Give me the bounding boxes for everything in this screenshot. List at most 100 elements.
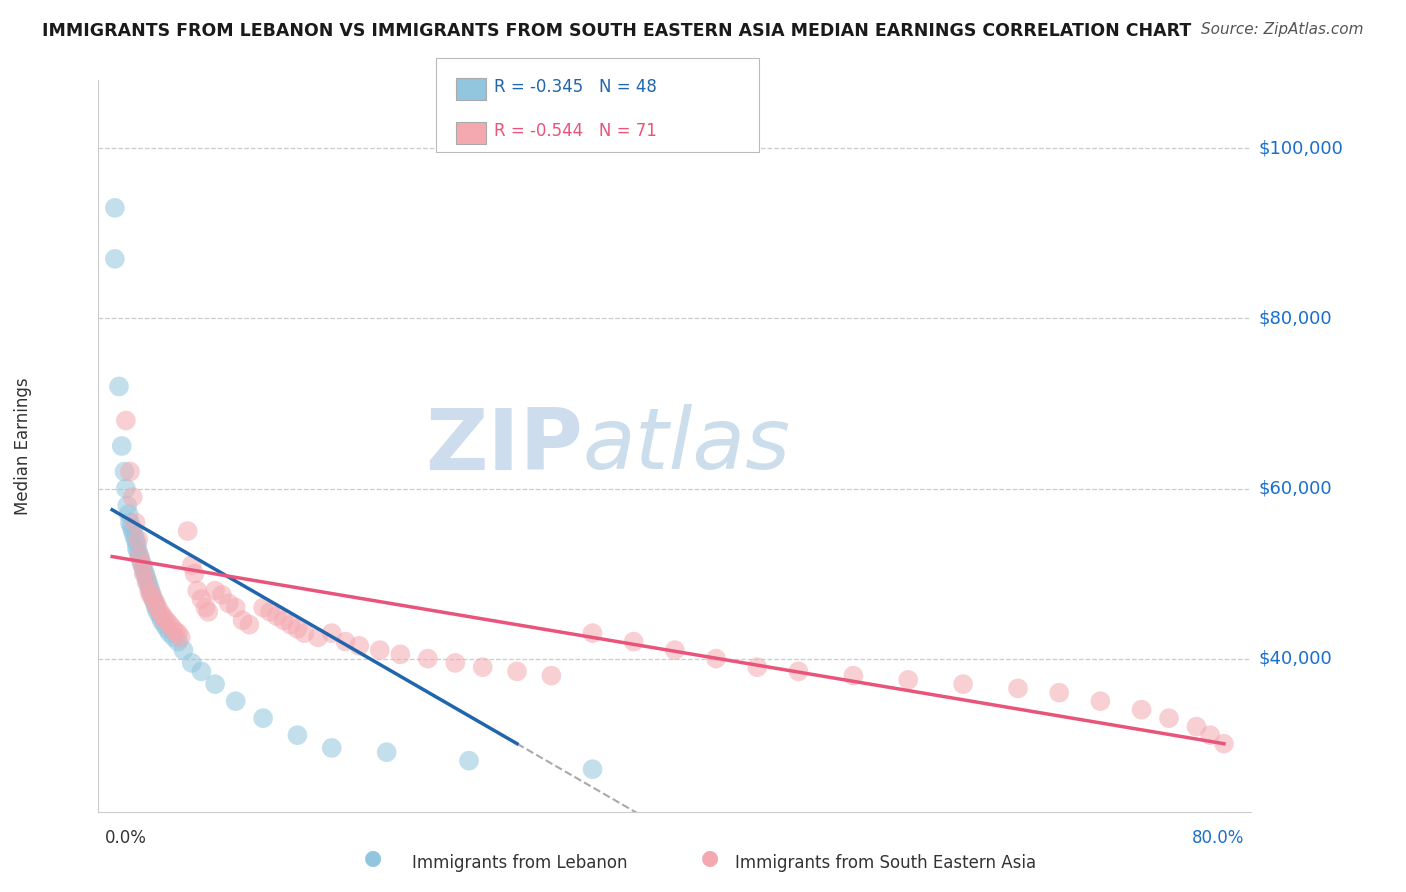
Text: ZIP: ZIP — [425, 404, 582, 488]
Point — [1157, 711, 1180, 725]
Point — [664, 643, 686, 657]
Point — [218, 596, 240, 610]
Point — [842, 668, 865, 682]
Point — [122, 528, 145, 542]
Point — [135, 575, 157, 590]
Point — [121, 524, 143, 538]
Text: R = -0.345   N = 48: R = -0.345 N = 48 — [494, 78, 657, 96]
Point — [141, 588, 163, 602]
Point — [952, 677, 974, 691]
Point — [128, 549, 150, 564]
Point — [273, 613, 295, 627]
Point — [1199, 728, 1222, 742]
Point — [120, 520, 142, 534]
Point — [787, 665, 810, 679]
Point — [1007, 681, 1029, 696]
Point — [180, 558, 202, 572]
Point — [139, 583, 162, 598]
Point — [211, 588, 233, 602]
Point — [581, 762, 603, 776]
Point — [159, 617, 181, 632]
Point — [321, 740, 343, 755]
Point — [259, 605, 281, 619]
Point — [156, 622, 179, 636]
Point — [197, 605, 219, 619]
Text: $80,000: $80,000 — [1258, 310, 1331, 327]
Point — [167, 626, 190, 640]
Point — [1212, 737, 1234, 751]
Point — [162, 621, 184, 635]
Point — [471, 660, 494, 674]
Point — [287, 728, 309, 742]
Point — [225, 694, 247, 708]
Text: R = -0.544   N = 71: R = -0.544 N = 71 — [494, 122, 657, 140]
Text: $60,000: $60,000 — [1258, 480, 1331, 498]
Point — [145, 596, 167, 610]
Point — [416, 651, 439, 665]
Point — [114, 465, 136, 479]
Point — [125, 541, 148, 555]
Point — [150, 613, 173, 627]
Point — [292, 626, 315, 640]
Point — [252, 600, 274, 615]
Point — [1185, 720, 1208, 734]
Point — [131, 558, 153, 572]
Point — [1090, 694, 1112, 708]
Point — [180, 656, 202, 670]
Point — [115, 482, 138, 496]
Point — [118, 516, 141, 530]
Point — [581, 626, 603, 640]
Point — [149, 605, 172, 619]
Point — [623, 634, 645, 648]
Text: $40,000: $40,000 — [1258, 649, 1331, 667]
Text: IMMIGRANTS FROM LEBANON VS IMMIGRANTS FROM SOUTH EASTERN ASIA MEDIAN EARNINGS CO: IMMIGRANTS FROM LEBANON VS IMMIGRANTS FR… — [42, 22, 1191, 40]
Point — [117, 499, 139, 513]
Text: 0.0%: 0.0% — [105, 829, 148, 847]
Point — [127, 533, 149, 547]
Point — [104, 201, 127, 215]
Point — [231, 613, 254, 627]
Point — [458, 754, 481, 768]
Point — [167, 634, 190, 648]
Point — [1047, 686, 1070, 700]
Point — [145, 600, 167, 615]
Text: ●: ● — [364, 848, 381, 868]
Point — [142, 592, 165, 607]
Point — [146, 600, 169, 615]
Point — [149, 609, 172, 624]
Point — [134, 566, 156, 581]
Point — [152, 609, 174, 624]
Point — [186, 583, 208, 598]
Point — [135, 571, 157, 585]
Point — [307, 631, 329, 645]
Point — [142, 592, 165, 607]
Point — [129, 554, 152, 568]
Point — [108, 379, 131, 393]
Point — [335, 634, 357, 648]
Point — [138, 579, 160, 593]
Point — [183, 566, 205, 581]
Point — [131, 558, 153, 572]
Point — [225, 600, 247, 615]
Point — [190, 592, 212, 607]
Point — [117, 507, 139, 521]
Point — [506, 665, 529, 679]
Point — [321, 626, 343, 640]
Point — [368, 643, 391, 657]
Point — [146, 605, 169, 619]
Point — [170, 631, 193, 645]
Point — [136, 575, 159, 590]
Point — [176, 524, 198, 538]
Point — [125, 537, 148, 551]
Point — [159, 626, 181, 640]
Text: Source: ZipAtlas.com: Source: ZipAtlas.com — [1201, 22, 1364, 37]
Point — [194, 600, 217, 615]
Point — [347, 639, 370, 653]
Point — [747, 660, 769, 674]
Point — [127, 545, 149, 559]
Point — [540, 668, 562, 682]
Point — [139, 588, 162, 602]
Point — [111, 439, 134, 453]
Point — [389, 648, 412, 662]
Point — [121, 490, 143, 504]
